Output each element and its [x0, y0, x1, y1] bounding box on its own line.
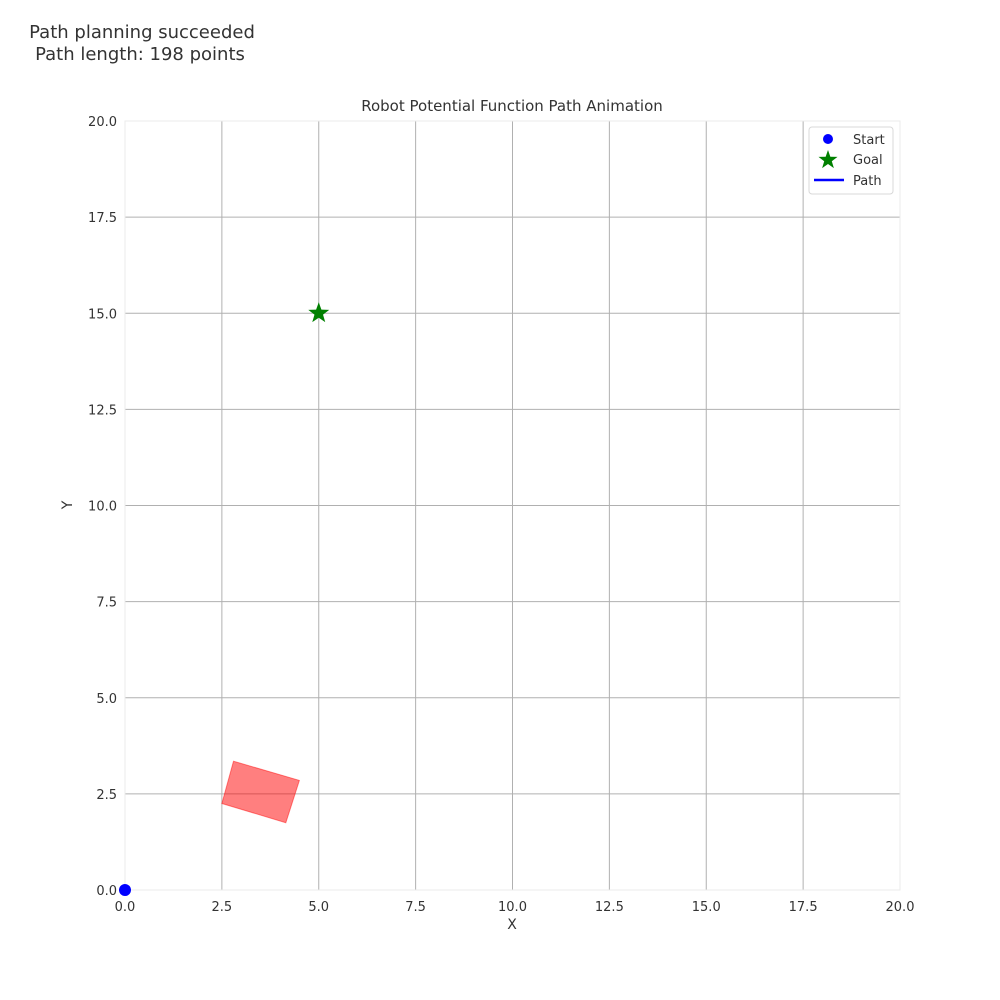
legend-start-swatch: [823, 134, 833, 144]
robot-shape: [221, 760, 301, 824]
legend-box: [808, 126, 894, 195]
x-tick-label: 20.0: [886, 900, 915, 915]
y-tick-label: 17.5: [88, 211, 117, 226]
y-tick-label: 12.5: [88, 403, 117, 418]
x-tick-label: 0.0: [115, 900, 136, 915]
y-tick-label: 2.5: [96, 788, 117, 803]
x-tick-label: 15.0: [692, 900, 721, 915]
y-axis-label: Y: [60, 500, 76, 510]
y-tick-label: 0.0: [96, 884, 117, 899]
legend-goal-label: Goal: [853, 153, 883, 168]
goal-marker: [308, 302, 330, 323]
x-tick-label: 17.5: [789, 900, 818, 915]
legend-goal-swatch: [818, 150, 838, 169]
axes-frame: [124, 120, 901, 891]
y-tick-labels: 0.0 2.5 5.0 7.5 10.0 12.5 15.0 17.5 20.0: [88, 115, 117, 899]
x-axis-label: X: [507, 917, 517, 933]
legend: Start Goal Path: [808, 126, 894, 195]
legend-start-label: Start: [853, 133, 885, 148]
y-tick-label: 7.5: [96, 596, 117, 611]
y-tick-label: 20.0: [88, 115, 117, 130]
y-tick-label: 10.0: [88, 500, 117, 515]
start-marker: [119, 884, 131, 896]
x-tick-label: 7.5: [405, 900, 426, 915]
x-tick-label: 12.5: [595, 900, 624, 915]
chart-title: Robot Potential Function Path Animation: [361, 97, 663, 115]
y-tick-label: 5.0: [96, 692, 117, 707]
status-line-1: Path planning succeeded: [29, 22, 255, 43]
x-tick-label: 5.0: [308, 900, 329, 915]
x-tick-labels: 0.0 2.5 5.0 7.5 10.0 12.5 15.0 17.5 20.0: [115, 900, 915, 915]
x-tick-label: 2.5: [212, 900, 233, 915]
x-tick-label: 10.0: [498, 900, 527, 915]
status-line-2: Path length: 198 points: [35, 44, 245, 65]
legend-path-label: Path: [853, 174, 882, 189]
y-tick-label: 15.0: [88, 307, 117, 322]
